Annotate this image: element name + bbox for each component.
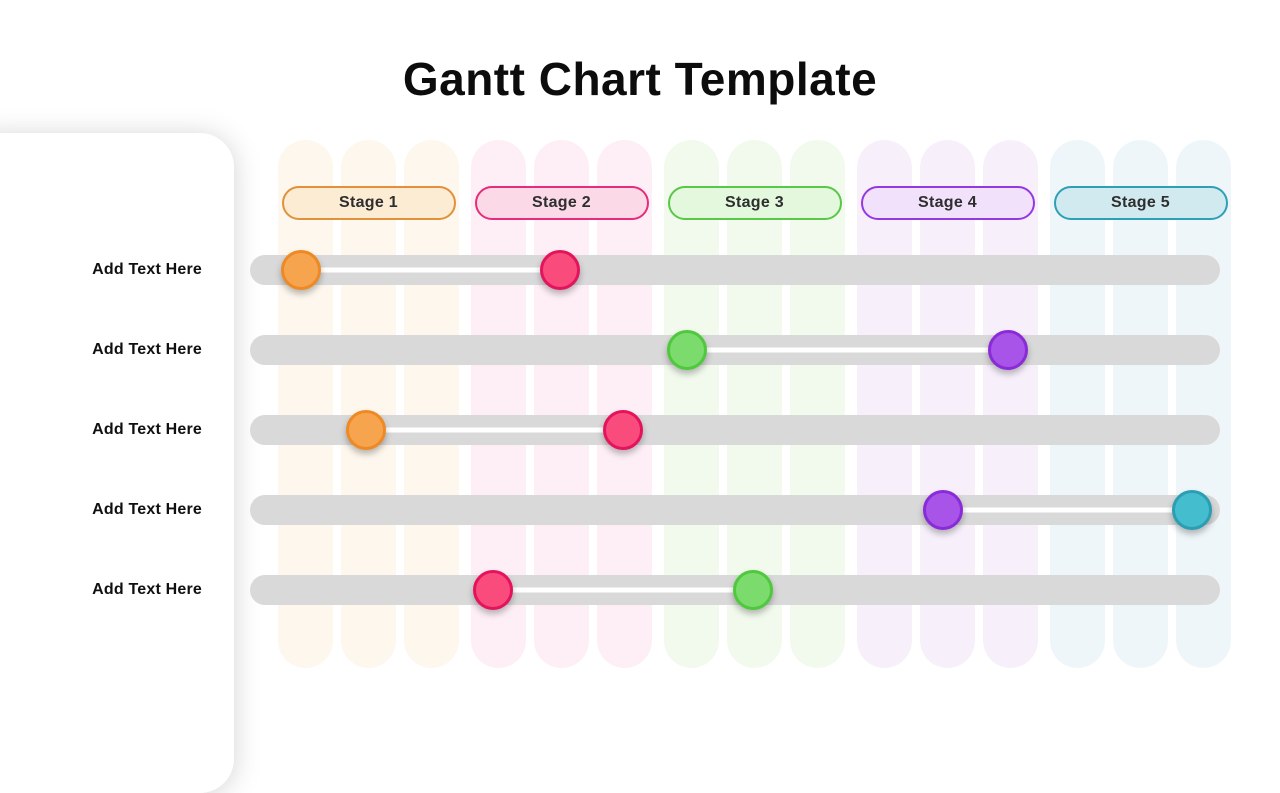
stage-pill-2[interactable]: Stage 2 [474, 186, 649, 220]
stage-pill-5[interactable]: Stage 5 [1053, 186, 1228, 220]
slide-canvas: Gantt Chart Template Stage 1 Stage 2 Sta… [92, 53, 1231, 668]
marker-green[interactable] [667, 330, 707, 370]
row-label[interactable]: Add Text Here [92, 421, 202, 438]
stage-pill-3[interactable]: Stage 3 [667, 186, 842, 220]
stage-pill-3-label: Stage 3 [724, 194, 784, 211]
stage-pill-1-label: Stage 1 [338, 194, 398, 211]
marker-pink[interactable] [473, 570, 513, 610]
marker-purple[interactable] [988, 330, 1028, 370]
row-label[interactable]: Add Text Here [92, 581, 202, 598]
marker-green[interactable] [733, 570, 773, 610]
row-label[interactable]: Add Text Here [92, 341, 202, 358]
row-label[interactable]: Add Text Here [92, 501, 202, 518]
marker-orange[interactable] [346, 410, 386, 450]
row-connector-line [943, 507, 1192, 513]
row-connector-line [493, 587, 753, 593]
page-title: Gantt Chart Template [402, 53, 878, 105]
marker-purple[interactable] [923, 490, 963, 530]
marker-teal[interactable] [1172, 490, 1212, 530]
marker-orange[interactable] [281, 250, 321, 290]
row-connector-line [301, 267, 560, 273]
row-connector-line [366, 427, 623, 433]
stage-pill-4-label: Stage 4 [917, 194, 977, 211]
stage-pill-2-label: Stage 2 [531, 194, 591, 211]
row-connector-line [687, 347, 1008, 353]
stage-pill-5-label: Stage 5 [1110, 194, 1170, 211]
marker-pink[interactable] [540, 250, 580, 290]
left-label-panel [0, 133, 234, 793]
marker-pink[interactable] [603, 410, 643, 450]
row-label[interactable]: Add Text Here [92, 261, 202, 278]
stage-pill-1[interactable]: Stage 1 [281, 186, 456, 220]
stage-pill-4[interactable]: Stage 4 [860, 186, 1035, 220]
